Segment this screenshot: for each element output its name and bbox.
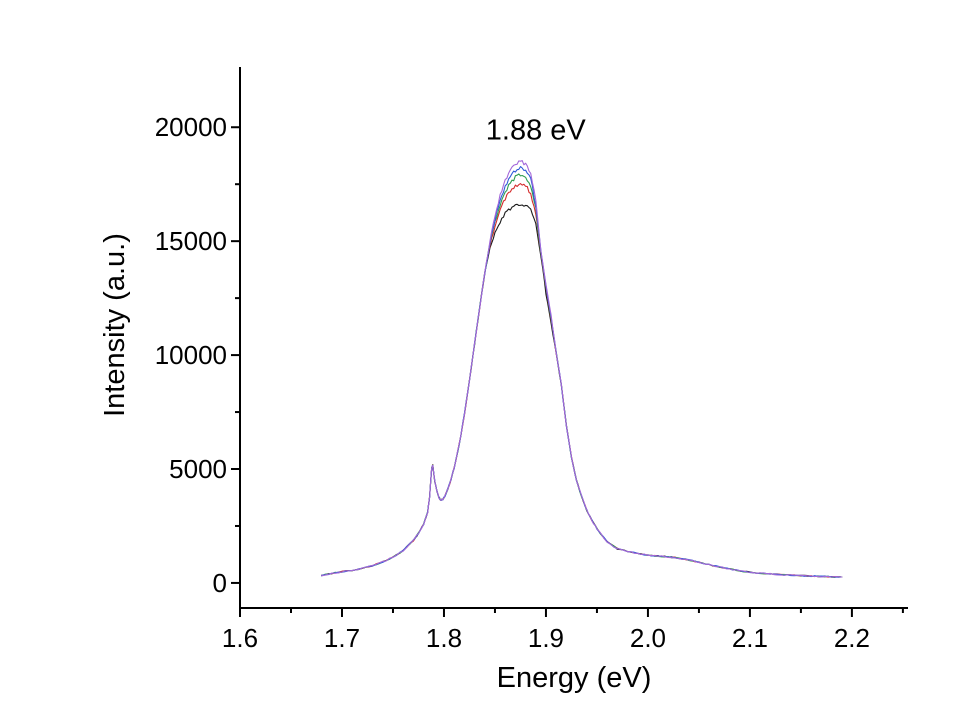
- x-tick-label: 1.8: [426, 623, 462, 653]
- data-series: [321, 160, 843, 578]
- x-axis-ticks: [239, 608, 904, 617]
- y-axis-tick-labels: 0 5000 10000 15000 20000: [155, 112, 227, 598]
- y-tick-label: 15000: [155, 226, 227, 256]
- series-line-scan-5: [321, 160, 843, 578]
- series-line-scan-2: [321, 183, 843, 578]
- x-tick-label: 2.0: [630, 623, 666, 653]
- y-tick-label: 10000: [155, 340, 227, 370]
- y-axis: 0 5000 10000 15000 20000: [155, 67, 241, 609]
- x-tick-label: 1.9: [528, 623, 564, 653]
- x-axis: 1.6 1.7 1.8 1.9 2.0 2.1 2.2: [222, 607, 908, 653]
- peak-annotation: 1.88 eV: [486, 115, 587, 147]
- y-tick-label: 0: [213, 568, 227, 598]
- y-tick-label: 5000: [169, 454, 227, 484]
- x-tick-label: 1.6: [222, 623, 258, 653]
- series-line-scan-1: [321, 203, 843, 578]
- series-line-scan-4: [321, 166, 843, 578]
- x-tick-label: 1.7: [324, 623, 360, 653]
- x-axis-label: Energy (eV): [497, 662, 652, 694]
- x-tick-label: 2.2: [834, 623, 870, 653]
- y-axis-label: Intensity (a.u.): [99, 233, 131, 417]
- x-axis-tick-labels: 1.6 1.7 1.8 1.9 2.0 2.1 2.2: [222, 623, 870, 653]
- y-tick-label: 20000: [155, 112, 227, 142]
- series-line-scan-3: [321, 173, 843, 578]
- y-axis-ticks: [231, 126, 240, 584]
- x-tick-label: 2.1: [732, 623, 768, 653]
